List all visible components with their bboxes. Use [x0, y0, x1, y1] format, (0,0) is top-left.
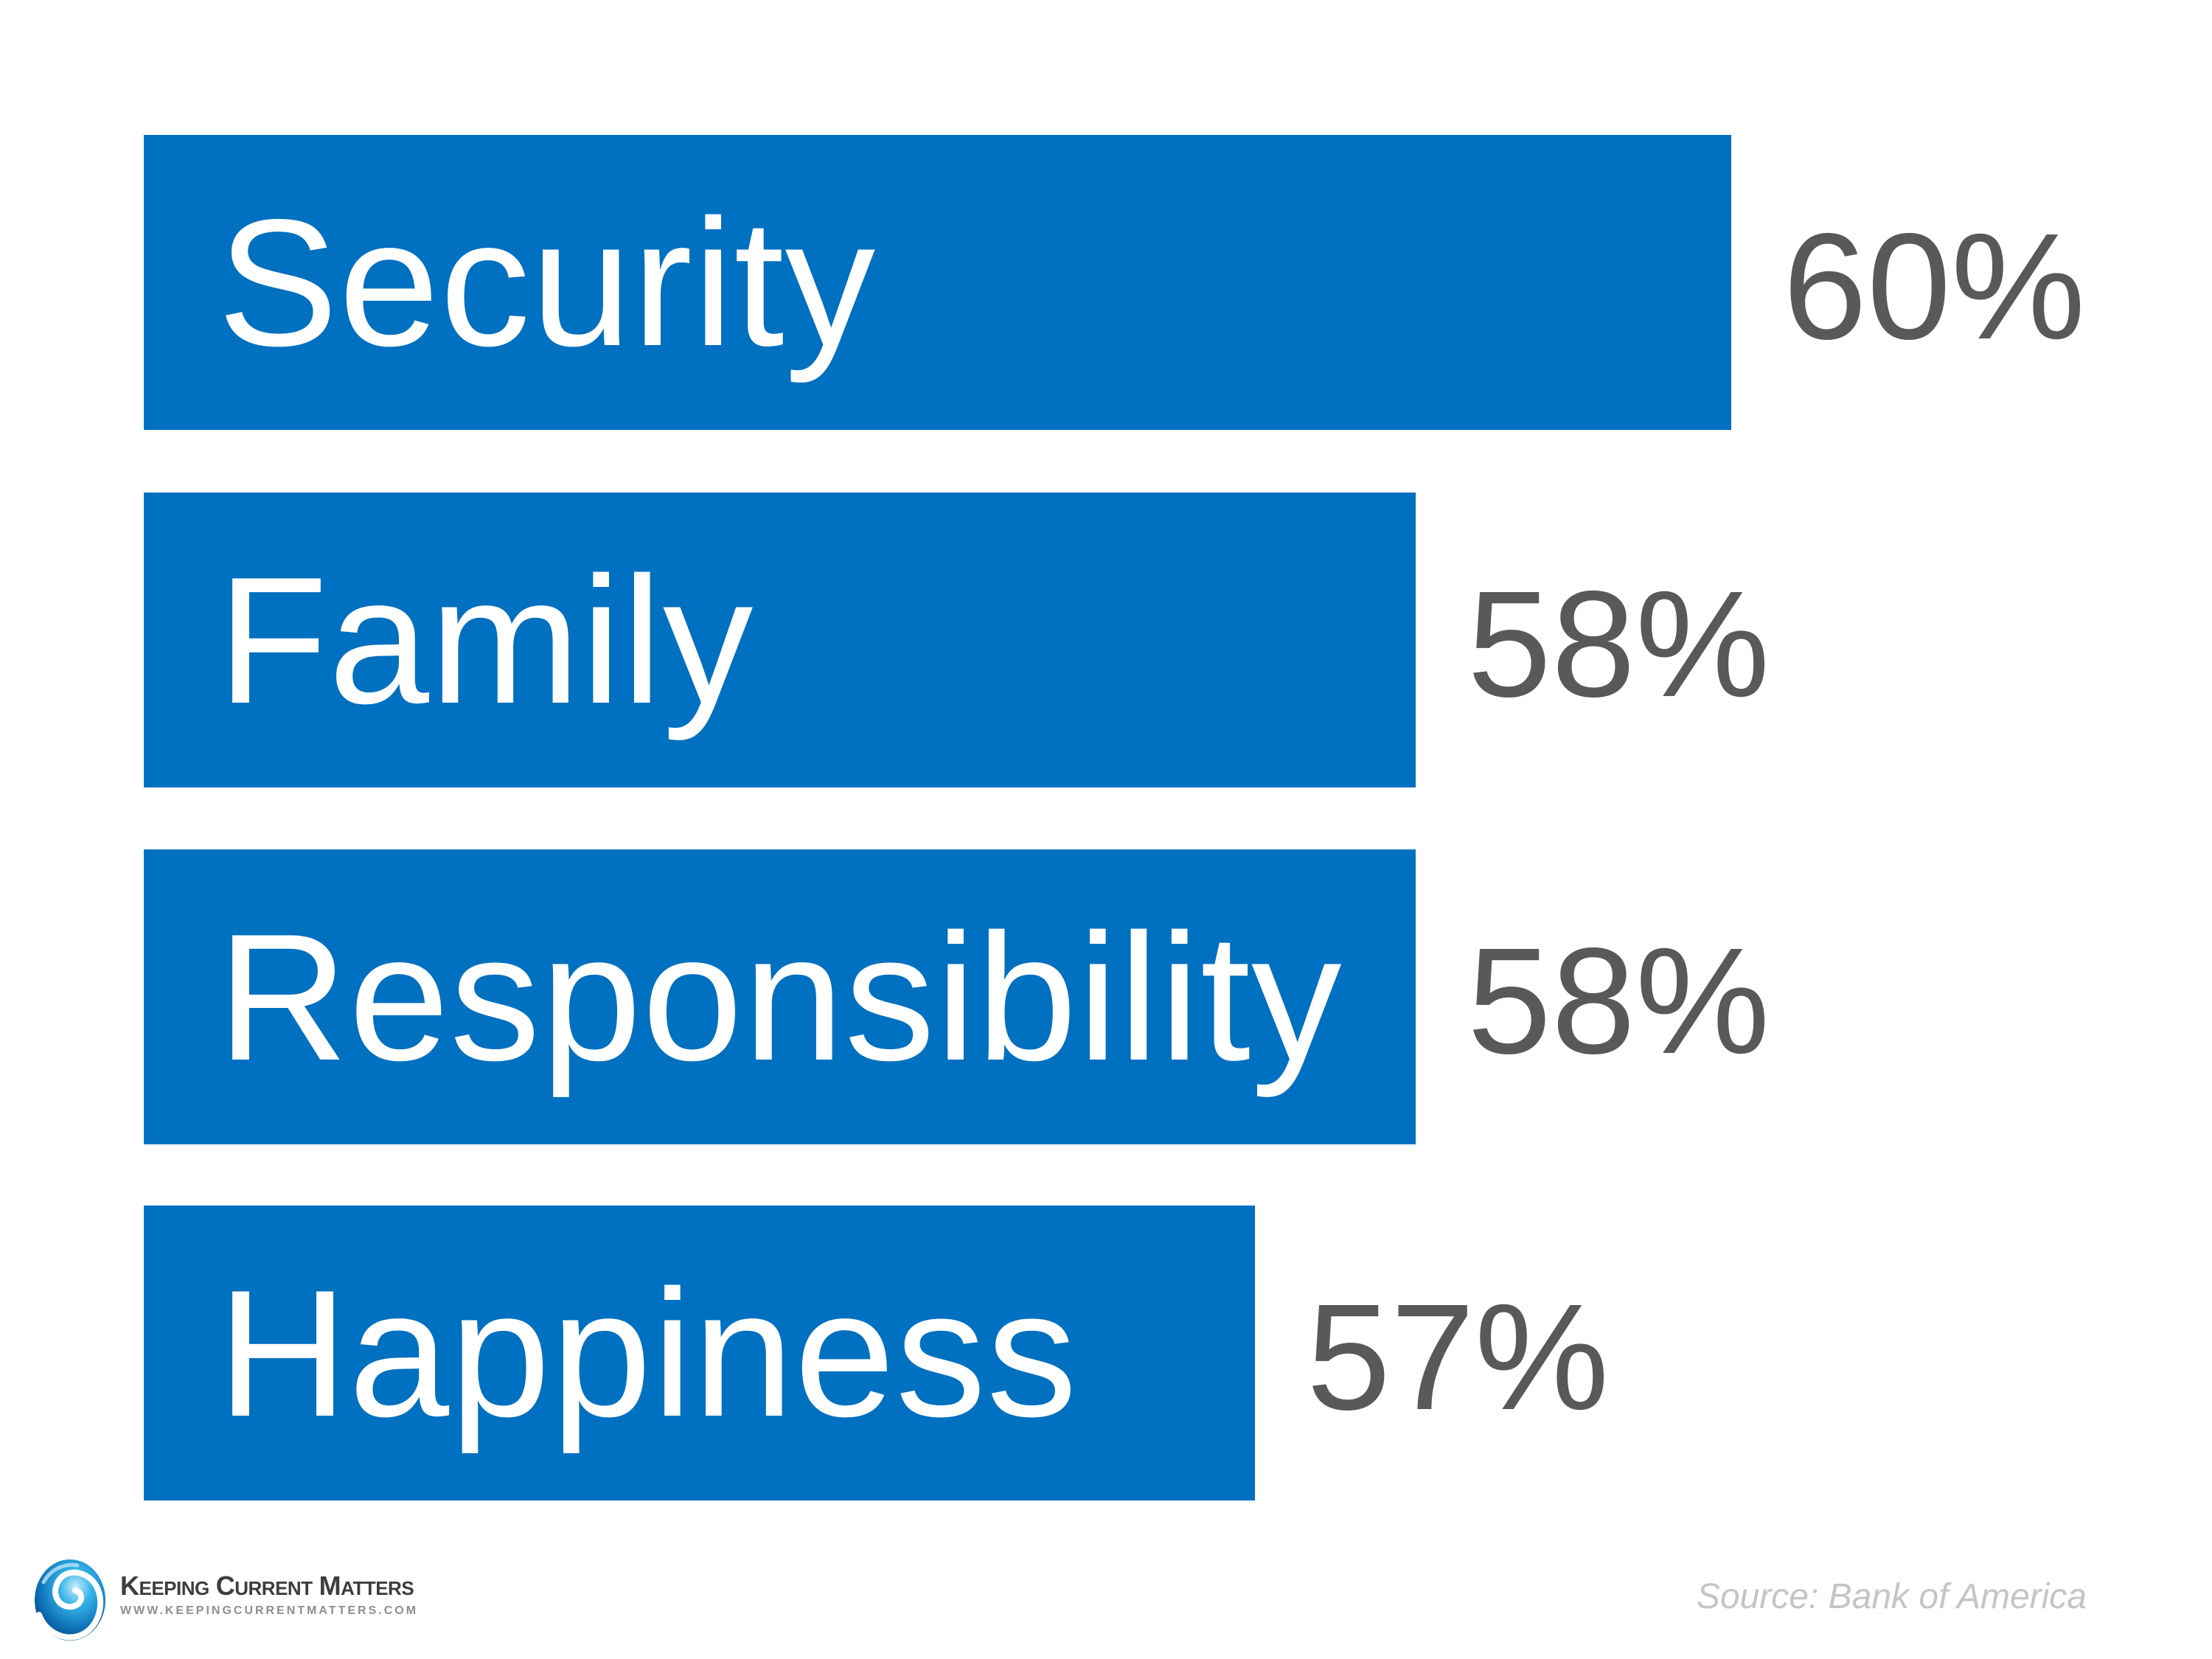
bar-label-happiness: Happiness	[218, 1251, 1078, 1454]
brand-word-current: Current	[215, 1571, 313, 1601]
bar-label-security: Security	[218, 181, 877, 383]
bar-security: Security	[144, 135, 1731, 430]
bar-happiness: Happiness	[144, 1206, 1255, 1500]
brand-word-matters: Matters	[319, 1571, 414, 1601]
bar-row-happiness: Happiness 57%	[144, 1206, 1609, 1500]
bar-row-family: Family 58%	[144, 493, 1770, 787]
brand-name: Keeping Current Matters	[120, 1573, 420, 1601]
bar-family: Family	[144, 493, 1416, 787]
source-attribution: Source: Bank of America	[1696, 1577, 2087, 1616]
brand-url: WWW.KEEPINGCURRENTMATTERS.COM	[120, 1604, 419, 1617]
bar-responsibility: Responsibility	[144, 849, 1416, 1144]
value-label-happiness: 57%	[1307, 1272, 1610, 1441]
bar-label-family: Family	[218, 538, 754, 741]
bar-label-responsibility: Responsibility	[218, 895, 1343, 1098]
value-label-responsibility: 58%	[1467, 916, 1770, 1085]
value-label-family: 58%	[1467, 559, 1770, 728]
bar-row-responsibility: Responsibility 58%	[144, 849, 1770, 1144]
logo-text-block: Keeping Current Matters WWW.KEEPINGCURRENT…	[120, 1557, 420, 1618]
value-label-security: 60%	[1783, 201, 2086, 371]
brand-word-keeping: Keeping	[120, 1571, 209, 1601]
bar-row-security: Security 60%	[144, 135, 2085, 430]
kcm-logo: Keeping Current Matters WWW.KEEPINGCURRENT…	[33, 1557, 420, 1643]
kcm-swirl-icon	[35, 1559, 105, 1641]
